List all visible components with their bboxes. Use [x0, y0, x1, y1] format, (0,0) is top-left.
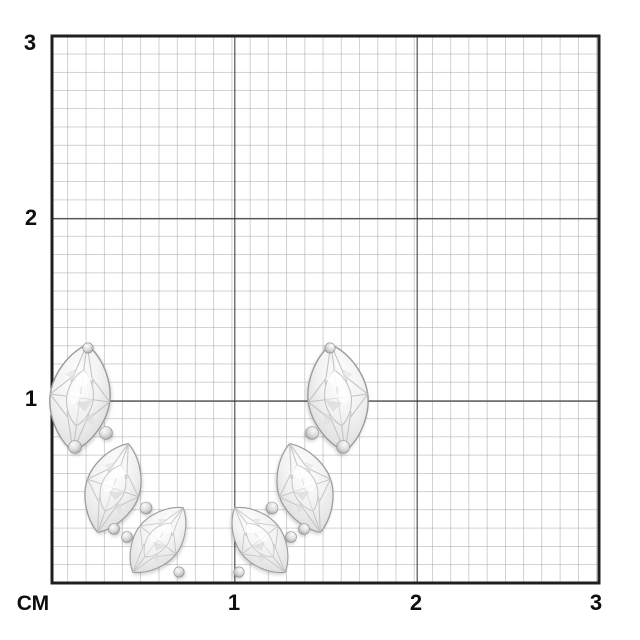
x-axis-tick-2: 2: [410, 590, 422, 615]
y-axis-tick-2: 2: [25, 205, 37, 230]
unit-label-cm: СМ: [17, 592, 49, 615]
x-axis-tick-3: 3: [590, 590, 602, 615]
x-axis-tick-1: 1: [228, 590, 240, 615]
y-axis-tick-3: 3: [24, 30, 36, 55]
y-axis-tick-1: 1: [25, 386, 37, 411]
